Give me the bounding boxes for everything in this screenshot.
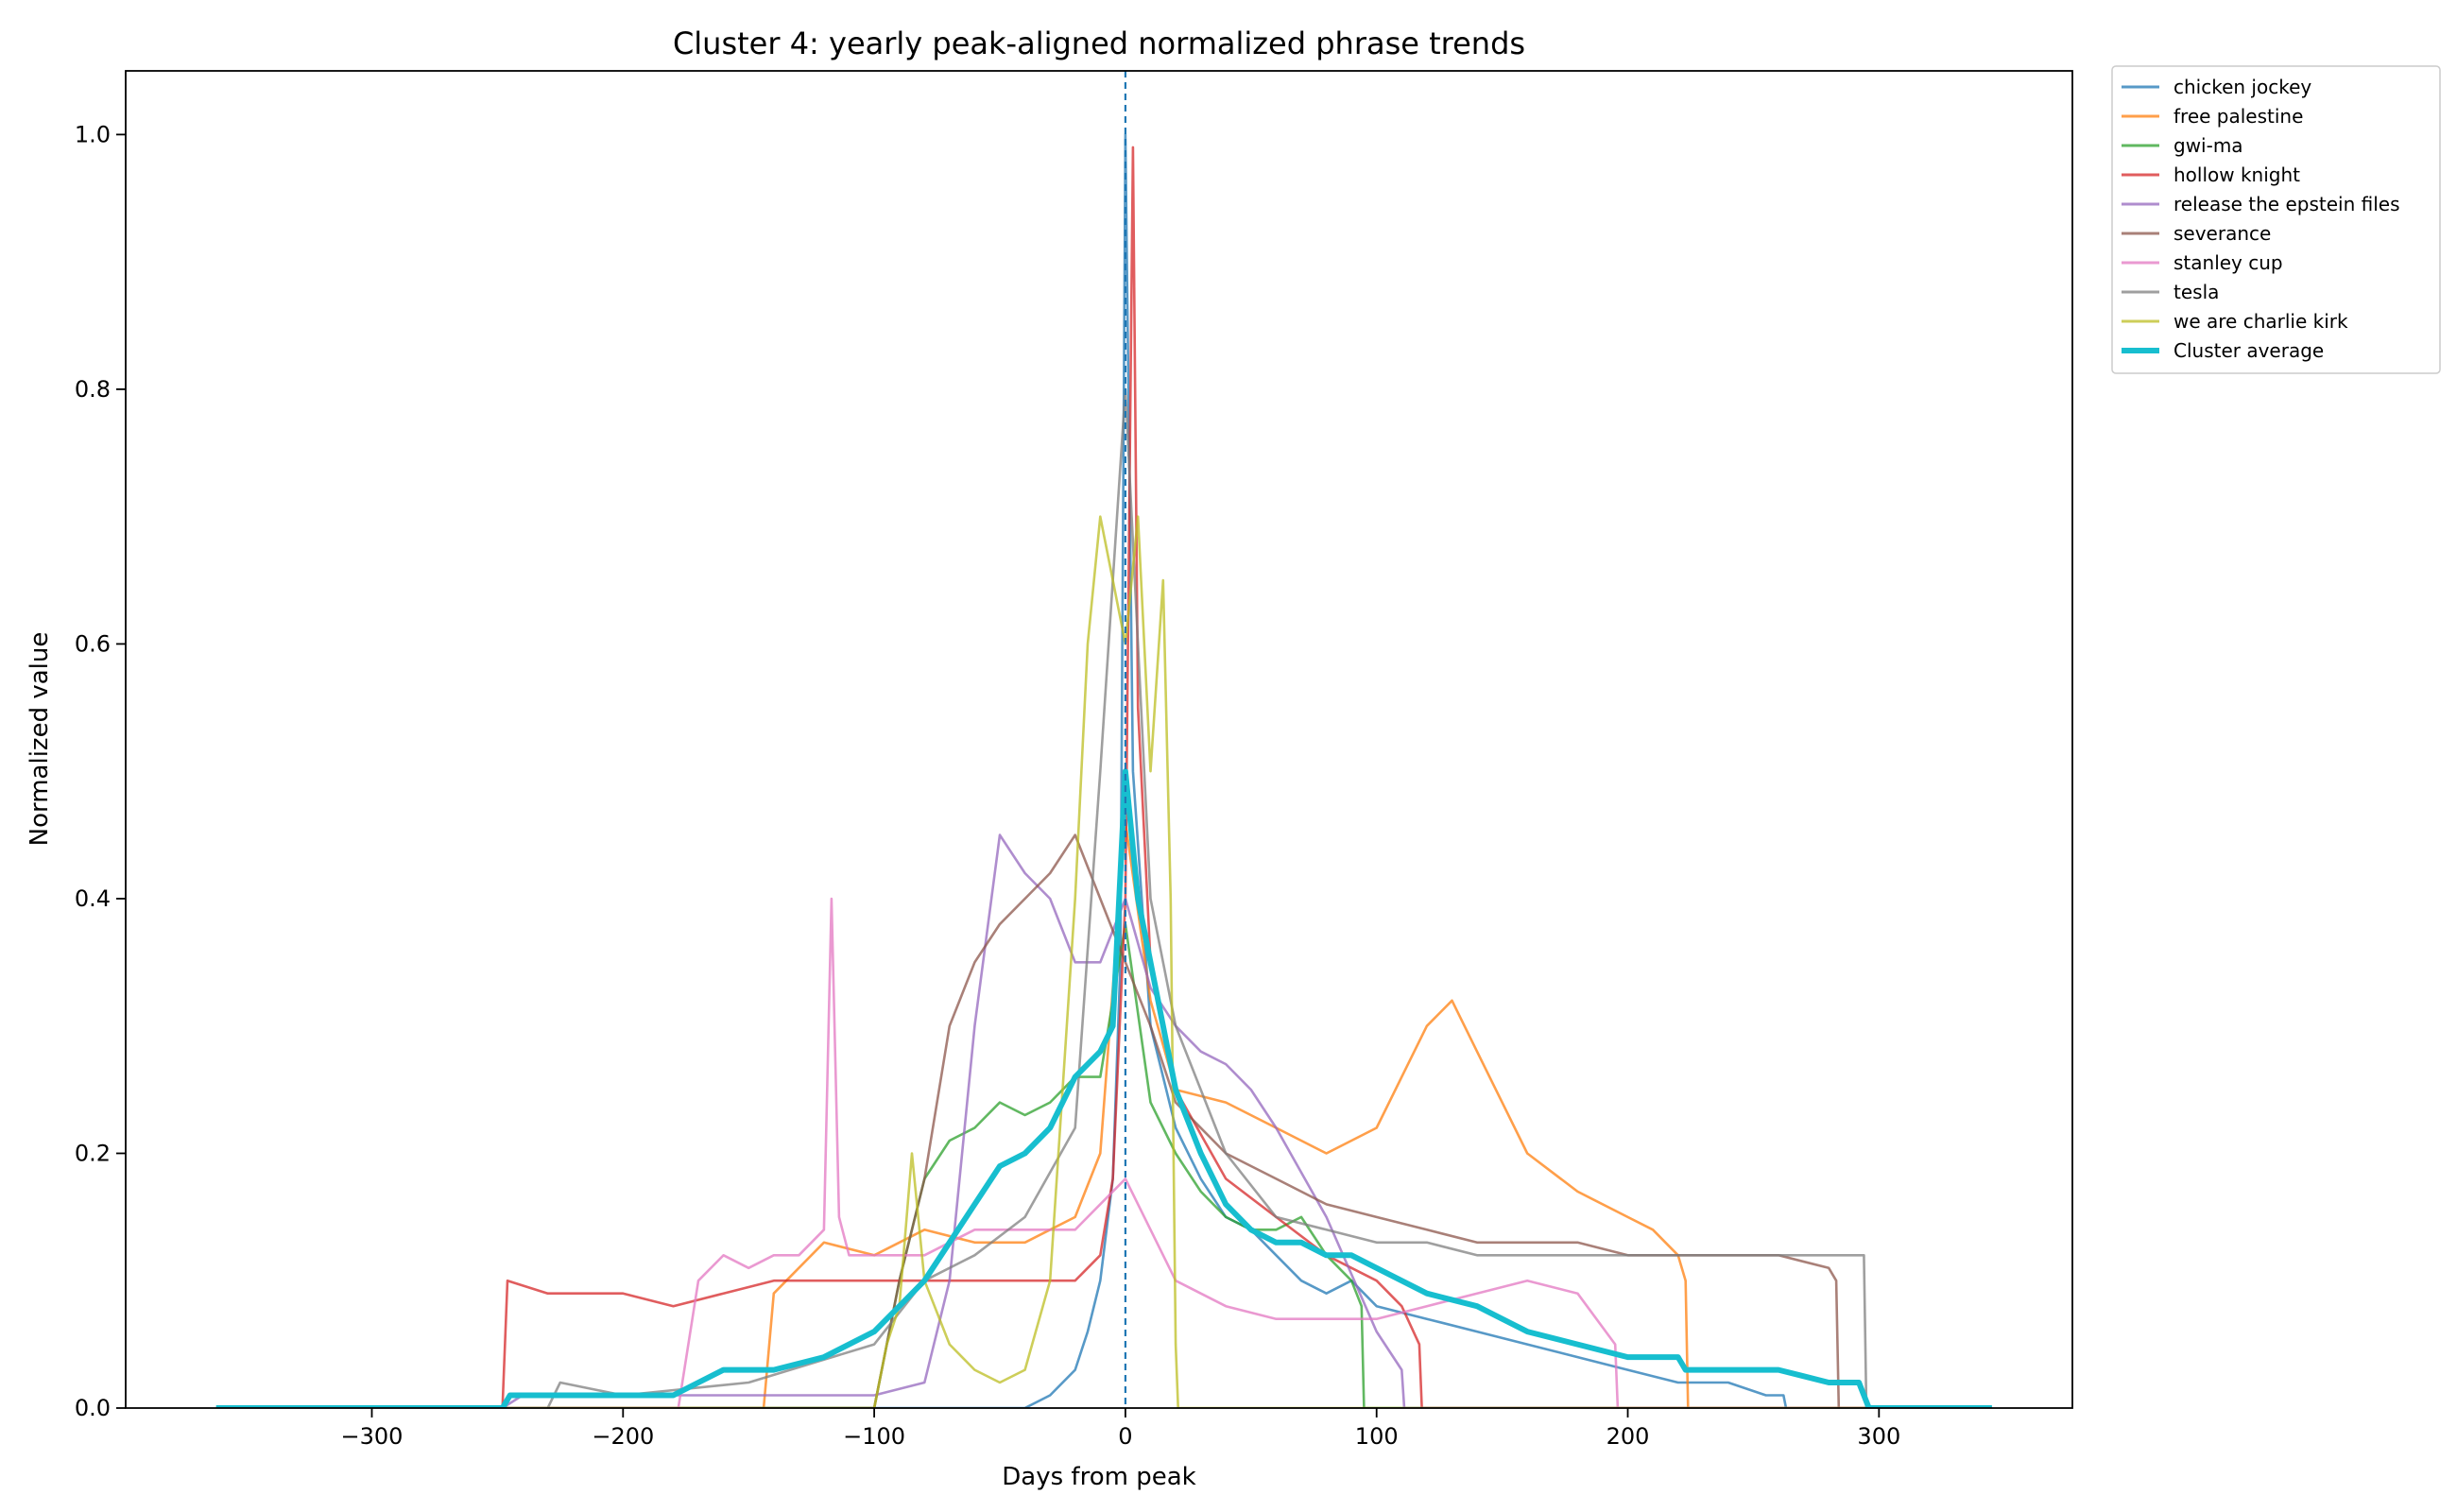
y-tick-label: 1.0 xyxy=(75,121,111,147)
series-line-hollow-knight xyxy=(215,146,1992,1408)
y-axis-ticks: 0.0 0.2 0.4 0.6 0.8 1.0 xyxy=(75,121,126,1421)
series-layer xyxy=(215,133,1992,1408)
x-tick-label: 0 xyxy=(1118,1423,1132,1450)
legend-entry: free palestine xyxy=(2174,105,2303,128)
series-line-tesla xyxy=(215,387,1992,1408)
y-axis-label: Normalized value xyxy=(26,632,54,847)
y-tick-label: 0.2 xyxy=(75,1140,111,1166)
y-tick-label: 0.6 xyxy=(75,630,111,657)
legend: chicken jockey free palestine gwi-ma hollow… xyxy=(2111,65,2441,374)
legend-entry: stanley cup xyxy=(2174,251,2283,274)
series-line-release-the-epstein-files xyxy=(215,833,1992,1408)
y-tick-label: 0.4 xyxy=(75,885,111,912)
legend-box xyxy=(2111,65,2441,374)
x-axis-ticks: −300 −200 −100 0 100 200 300 xyxy=(341,1408,1900,1450)
legend-entry: hollow knight xyxy=(2174,163,2300,186)
series-line-stanley-cup xyxy=(215,897,1992,1408)
chart-title: Cluster 4: yearly peak-aligned normalize… xyxy=(673,26,1525,61)
x-axis-label: Days from peak xyxy=(1002,1463,1195,1491)
x-tick-label: 200 xyxy=(1606,1423,1650,1450)
x-tick-label: 100 xyxy=(1355,1423,1399,1450)
x-tick-label: −300 xyxy=(341,1423,404,1450)
legend-entry: chicken jockey xyxy=(2174,76,2311,98)
series-line-we-are-charlie-kirk xyxy=(215,515,1992,1408)
x-tick-label: −200 xyxy=(592,1423,654,1450)
x-tick-label: 300 xyxy=(1857,1423,1900,1450)
legend-entry: release the epstein files xyxy=(2174,193,2400,215)
plot-frame xyxy=(125,70,2073,1409)
legend-entry: gwi-ma xyxy=(2174,134,2243,157)
legend-entry: Cluster average xyxy=(2174,339,2324,362)
x-tick-label: −100 xyxy=(843,1423,905,1450)
legend-entry: severance xyxy=(2174,222,2271,245)
y-tick-label: 0.8 xyxy=(75,376,111,403)
legend-entry: tesla xyxy=(2174,281,2219,303)
legend-entry: we are charlie kirk xyxy=(2174,310,2348,333)
series-line-cluster-average xyxy=(215,768,1992,1408)
series-line-free-palestine xyxy=(215,820,1992,1408)
y-tick-label: 0.0 xyxy=(75,1395,111,1421)
